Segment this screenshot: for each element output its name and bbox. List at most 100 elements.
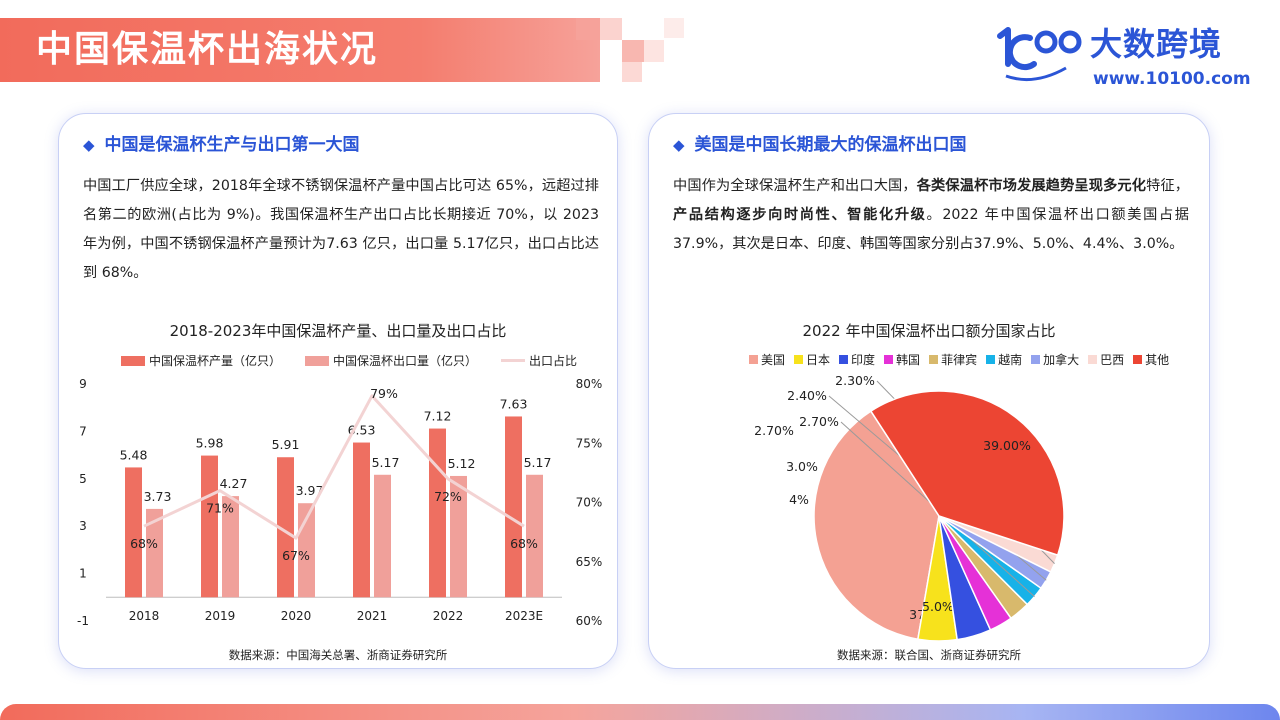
- right-body-part3: 。2022 年中国保温杯出口额美国占据 37.9%，其次是日本、印度、韩国等国家…: [673, 207, 1189, 252]
- bar-chart-title: 2018-2023年中国保温杯产量、出口量及出口占比: [169, 322, 507, 340]
- pie-legend-label: 印度: [851, 353, 876, 367]
- bar-production: [353, 442, 370, 598]
- bar-export: [374, 474, 391, 598]
- line-data-label: 71%: [206, 501, 234, 516]
- pie-legend-item: 印度: [839, 351, 875, 368]
- pie-legend-item: 日本: [794, 351, 830, 368]
- pie-chart-legend: 美国 日本 印度 韩国 菲律宾 越南 加拿大 巴西 其他: [749, 351, 1169, 368]
- pie-data-label: 5.0%: [922, 599, 954, 614]
- legend-label-export: 中国保温杯出口量（亿只）: [333, 354, 478, 368]
- diamond-icon: ◆: [83, 136, 95, 154]
- right-body-bold2: 产品结构逐步向时尚性、智能化升级: [673, 207, 927, 223]
- pie-legend-swatch: [749, 355, 758, 364]
- bar-export: [222, 496, 239, 598]
- bar-production-data-label: 5.98: [196, 436, 224, 451]
- line-data-label: 72%: [434, 489, 462, 504]
- bar-chart: 9 7 5 3 1 -1 80% 75% 70% 65% 60% 5.48 3.73 2018 5.98 4.…: [77, 377, 603, 628]
- pie-legend-item: 韩国: [884, 351, 920, 368]
- right-body-bold1: 各类保温杯市场发展趋势呈现多元化: [916, 178, 1147, 194]
- y-left-tick-label: 7: [79, 424, 87, 438]
- bar-production-data-label: 5.48: [120, 447, 148, 462]
- pie-legend-label: 美国: [761, 353, 786, 367]
- decor-pixel: [622, 40, 644, 62]
- brand-logo-icon: [997, 27, 1082, 82]
- pie-data-label: 39.00%: [983, 438, 1031, 453]
- y-right-tick-label: 75%: [576, 436, 603, 450]
- pie-chart-title: 2022 年中国保温杯出口额分国家占比: [802, 322, 1056, 340]
- left-card-heading: ◆ 中国是保温杯生产与出口第一大国: [83, 133, 360, 157]
- bar-export-data-label: 4.27: [220, 476, 248, 491]
- pie-data-label: 2.30%: [835, 373, 875, 388]
- bar-production: [277, 457, 294, 598]
- bar-export-data-label: 3.97: [296, 483, 324, 498]
- pie-legend-label: 巴西: [1100, 353, 1125, 367]
- pie-data-label: 3.0%: [786, 459, 818, 474]
- legend-item-export: 中国保温杯出口量（亿只）: [305, 352, 477, 369]
- bar-export: [450, 475, 467, 598]
- pie-legend-swatch: [839, 355, 849, 364]
- pie-data-label: 2.40%: [787, 388, 827, 403]
- right-card: ◆ 美国是中国长期最大的保温杯出口国 中国作为全球保温杯生产和出口大国，各类保温杯…: [648, 113, 1210, 669]
- legend-swatch-production: [121, 355, 145, 366]
- y-left-tick-label: 5: [79, 472, 87, 486]
- right-card-heading: ◆ 美国是中国长期最大的保温杯出口国: [673, 133, 967, 157]
- x-tick-label: 2023E: [505, 609, 543, 623]
- pie-legend-label: 其他: [1145, 353, 1170, 367]
- pie-slice-9: [869, 390, 1065, 557]
- legend-item-production: 中国保温杯产量（亿只）: [121, 352, 281, 369]
- decor-pixel: [600, 18, 622, 40]
- bar-production-data-label: 5.91: [272, 437, 300, 452]
- left-card-heading-text: 中国是保温杯生产与出口第一大国: [104, 135, 360, 155]
- y-right-tick-label: 60%: [576, 614, 603, 628]
- bar-export-data-label: 3.73: [144, 489, 172, 504]
- bar-production-data-label: 7.12: [424, 409, 452, 424]
- pie-legend-item: 美国: [749, 351, 785, 368]
- bar-export-data-label: 5.17: [372, 455, 400, 470]
- y-right-tick-label: 70%: [576, 496, 603, 510]
- bar-export-data-label: 5.17: [524, 455, 552, 470]
- pie-legend-swatch: [794, 355, 804, 364]
- decor-pixel: [576, 18, 600, 40]
- decor-pixel: [622, 62, 642, 82]
- x-tick-label: 2021: [357, 609, 388, 623]
- footer-band: [0, 704, 1280, 720]
- pie-legend-item: 加拿大: [1031, 351, 1079, 368]
- bar-production-data-label: 7.63: [500, 396, 528, 411]
- bar-production: [429, 428, 446, 598]
- y-right-tick-label: 65%: [576, 555, 603, 569]
- line-data-label: 67%: [282, 548, 310, 563]
- x-tick-label: 2019: [205, 609, 236, 623]
- pie-legend-label: 越南: [998, 353, 1023, 367]
- legend-label-export-share: 出口占比: [529, 354, 578, 368]
- pie-chart: 37.9%5.0%4%3.0%2.70%2.70%2.40%2.30%39.00…: [754, 373, 1065, 642]
- right-body-part2: 特征，: [1146, 178, 1189, 194]
- pie-legend-label: 加拿大: [1043, 353, 1080, 367]
- legend-item-export-share: 出口占比: [501, 352, 577, 369]
- line-data-label: 68%: [510, 536, 538, 551]
- bar-export: [146, 508, 163, 598]
- bar-production: [201, 455, 218, 598]
- y-left-tick-label: 3: [79, 519, 87, 533]
- y-left-tick-label: -1: [77, 614, 89, 628]
- logo-url: www.10100.com: [1093, 69, 1251, 89]
- y-left-tick-label: 1: [79, 567, 87, 581]
- pie-legend-label: 菲律宾: [941, 353, 978, 367]
- pie-data-label: 2.70%: [754, 423, 794, 438]
- x-tick-label: 2018: [129, 609, 160, 623]
- diamond-icon: ◆: [673, 136, 685, 154]
- legend-swatch-export-share: [501, 359, 526, 362]
- pie-legend-item: 其他: [1133, 351, 1169, 368]
- header-band: [0, 18, 600, 82]
- bar-production: [125, 467, 142, 598]
- legend-label-production: 中国保温杯产量（亿只）: [149, 354, 282, 368]
- left-card-source: 数据来源：中国海关总署、浙商证券研究所: [228, 648, 448, 662]
- pie-legend-item: 越南: [986, 351, 1022, 368]
- left-card: ◆ 中国是保温杯生产与出口第一大国 中国工厂供应全球，2018年全球不锈钢保温杯产…: [58, 113, 618, 669]
- y-right-tick-label: 80%: [576, 377, 603, 391]
- pie-legend-swatch: [929, 355, 939, 364]
- bar-export: [526, 474, 543, 598]
- bar-export-data-label: 5.12: [448, 456, 476, 471]
- decor-pixel: [644, 40, 664, 62]
- pie-legend-label: 韩国: [896, 353, 921, 367]
